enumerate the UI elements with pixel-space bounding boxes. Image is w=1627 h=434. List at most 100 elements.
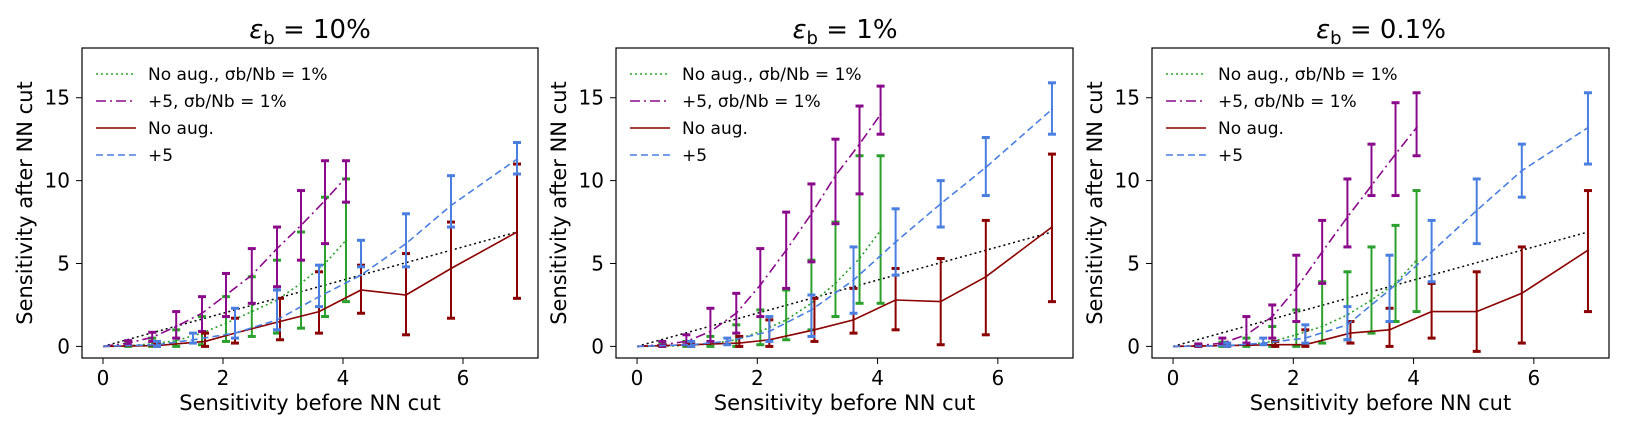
- y-tick-label: 0: [57, 334, 70, 358]
- chart-title: εb = 10%: [249, 15, 371, 49]
- series-line: [636, 108, 1053, 348]
- data-point: [1262, 341, 1265, 345]
- data-point: [1349, 331, 1352, 335]
- data-point: [759, 330, 762, 333]
- data-point: [1415, 126, 1418, 129]
- data-point: [344, 176, 348, 179]
- x-tick-label: 0: [1167, 366, 1180, 390]
- title-value: = 10%: [275, 15, 371, 45]
- data-point: [515, 157, 519, 161]
- x-tick-label: 4: [871, 366, 884, 390]
- data-point: [1586, 126, 1590, 129]
- x-axis-label: Sensitivity before NN cut: [1250, 391, 1511, 415]
- data-point: [323, 199, 327, 202]
- data-point: [359, 273, 363, 277]
- x-tick-label: 6: [1527, 366, 1540, 390]
- data-point: [1346, 215, 1349, 219]
- y-tick-label: 10: [579, 169, 604, 193]
- data-point: [224, 293, 228, 297]
- legend: No aug., σb/Nb = 1% +5, σb/Nb = 1% No aug.…: [1166, 65, 1398, 166]
- data-point: [858, 142, 861, 146]
- data-point: [359, 288, 363, 292]
- data-point: [1475, 310, 1478, 313]
- y-tick-label: 10: [1115, 169, 1140, 193]
- diagonal-reference-line: [102, 231, 518, 348]
- data-point: [191, 338, 195, 341]
- legend-label: No aug.: [148, 119, 214, 139]
- x-tick-label: 4: [337, 366, 350, 390]
- data-point: [879, 113, 882, 116]
- data-point: [275, 318, 279, 322]
- series-purple: [636, 84, 885, 348]
- series-blue: [636, 81, 1056, 348]
- data-point: [1586, 249, 1590, 252]
- y-axis-label: Sensitivity after NN cut: [13, 81, 37, 325]
- legend-label: No aug., σb/Nb = 1%: [148, 65, 328, 85]
- data-point: [299, 282, 303, 285]
- data-point: [1370, 298, 1373, 302]
- series-line: [1172, 126, 1589, 348]
- data-point: [852, 318, 855, 322]
- title-subscript: b: [263, 28, 274, 49]
- data-point: [449, 204, 453, 207]
- data-point: [250, 273, 253, 277]
- axes-frame: [1151, 47, 1610, 359]
- data-point: [1388, 288, 1391, 292]
- data-point: [852, 278, 855, 282]
- y-tick-label: 15: [45, 86, 70, 110]
- y-axis-label: Sensitivity after NN cut: [1083, 81, 1107, 325]
- data-point: [834, 174, 837, 177]
- x-tick-label: 6: [457, 366, 470, 390]
- y-tick-label: 15: [579, 86, 604, 110]
- series-line: [1172, 249, 1589, 348]
- data-point: [1388, 328, 1391, 332]
- data-point: [344, 239, 348, 242]
- data-point: [834, 282, 837, 285]
- data-point: [759, 283, 762, 287]
- data-point: [1295, 333, 1298, 336]
- data-point: [984, 275, 988, 278]
- data-point: [1295, 287, 1298, 290]
- y-axis-label: Sensitivity after NN cut: [547, 81, 571, 325]
- data-point: [323, 262, 327, 265]
- data-point: [278, 320, 282, 323]
- axes-frame: [81, 47, 539, 359]
- series-blue: [1172, 91, 1592, 348]
- x-axis-label: Sensitivity before NN cut: [714, 391, 975, 415]
- data-point: [738, 341, 741, 345]
- data-point: [200, 312, 204, 315]
- diagonal-reference-line: [1172, 231, 1589, 348]
- legend-label: No aug.: [682, 119, 748, 139]
- data-point: [250, 310, 253, 313]
- data-point: [858, 257, 861, 260]
- data-point: [1346, 323, 1349, 327]
- chart-panel-0: εb = 10% 0 2 4 6 0 5 10 15 Sensitivity before NN …: [13, 15, 539, 415]
- data-point: [151, 336, 154, 339]
- series-line: [102, 176, 347, 348]
- data-point: [175, 325, 178, 328]
- data-point: [317, 295, 321, 298]
- series-line: [102, 239, 347, 348]
- data-point: [1245, 333, 1248, 336]
- data-point: [299, 224, 303, 227]
- legend-label: +5: [1218, 146, 1243, 166]
- y-tick-label: 5: [57, 252, 70, 276]
- series-blue: [102, 140, 521, 348]
- data-point: [784, 318, 788, 322]
- data-point: [709, 330, 712, 333]
- data-point: [768, 330, 771, 333]
- y-tick-label: 0: [1127, 334, 1140, 358]
- data-point: [1415, 258, 1418, 262]
- data-point: [1225, 344, 1229, 347]
- data-point: [275, 247, 279, 250]
- title-value: = 1%: [818, 15, 898, 45]
- data-point: [894, 240, 897, 244]
- data-point: [449, 267, 453, 270]
- chart-title: εb = 1%: [792, 15, 897, 49]
- data-point: [726, 340, 729, 343]
- data-point: [1394, 282, 1397, 285]
- data-point: [155, 343, 159, 346]
- series-green: [102, 177, 350, 348]
- x-tick-label: 6: [991, 366, 1004, 390]
- series-purple: [1172, 91, 1421, 348]
